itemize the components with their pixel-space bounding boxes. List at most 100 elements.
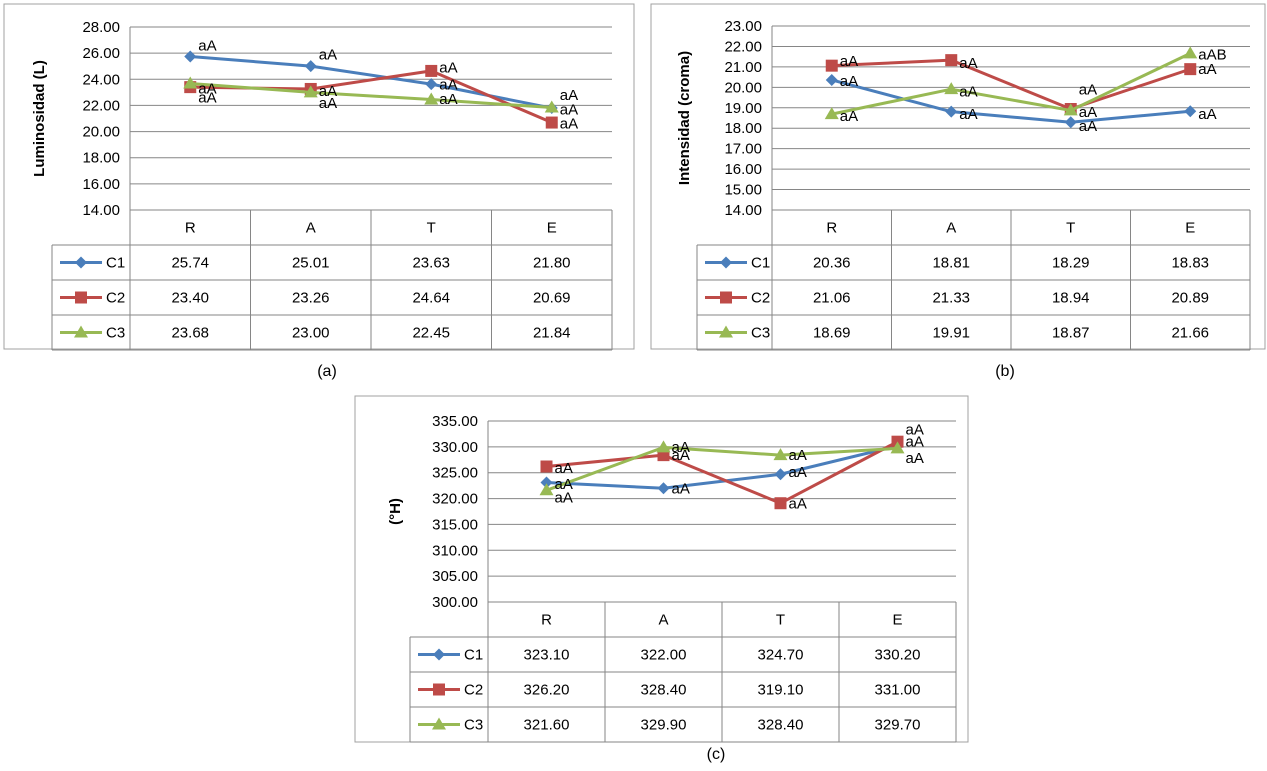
chart-2-table-cell: 323.10: [524, 647, 570, 664]
chart-1-ytick-label: 20.00: [724, 79, 762, 96]
chart-1-table-cell: 18.29: [1052, 255, 1090, 272]
chart-1-annotation: aA: [959, 55, 977, 72]
chart-1-table-cell: 18.94: [1052, 290, 1090, 307]
chart-0-point-C3: [183, 76, 198, 89]
chart-0-ytick-label: 20.00: [82, 124, 120, 141]
chart-0-point-C2: [425, 64, 438, 77]
chart-2-table-cell: 326.20: [524, 682, 570, 699]
chart-0-annotation: aA: [439, 77, 457, 94]
chart-1-point-C1: [1064, 116, 1077, 129]
chart-2-legend-marker-C2: [433, 683, 445, 696]
chart-1-category-label: T: [1066, 220, 1075, 237]
chart-0-ytick-label: 16.00: [82, 176, 120, 193]
chart-1-point-C2: [825, 59, 838, 72]
chart-0-table-cell: 21.80: [533, 255, 571, 272]
chart-0-annotation: aA: [560, 101, 578, 118]
chart-0-ytick-label: 14.00: [82, 202, 120, 219]
chart-1-annotation: aA: [840, 53, 858, 70]
chart-2-ytick-label: 335.00: [432, 413, 478, 430]
chart-2-point-C3: [773, 448, 788, 461]
chart-2-point-C3: [656, 440, 671, 453]
chart-1-table-cell: 18.81: [932, 255, 970, 272]
chart-1-point-C2: [1184, 63, 1197, 76]
chart-0-table-cell: 25.74: [171, 255, 209, 272]
chart-1: 14.00 15.00 16.00 17.00 18.00 19.00 20.00 21.00…: [650, 3, 1266, 351]
chart-0-annotation: aA: [560, 87, 578, 104]
chart-1-table-cell: 21.66: [1171, 325, 1209, 342]
chart-0-ytick-label: 18.00: [82, 150, 120, 167]
chart-2-table-cell: 329.70: [875, 717, 921, 734]
chart-1-point-C3: [944, 82, 959, 95]
chart-2-annotation: aA: [672, 447, 690, 464]
chart-2-point-C3: [539, 483, 554, 496]
chart-1-point-C3: [824, 107, 839, 120]
chart-2-table-cell: 321.60: [524, 717, 570, 734]
chart-1-legend-marker-C3: [719, 325, 733, 338]
chart-1-point-C1: [825, 73, 838, 86]
chart-1-annotation: aA: [1198, 106, 1216, 123]
chart-0-ytick-label: 24.00: [82, 71, 120, 88]
chart-0-ytick-label: 22.00: [82, 97, 120, 114]
chart-2-category-label: T: [776, 612, 785, 629]
chart-0-table-cell: 20.69: [533, 290, 571, 307]
chart-1-annotation: aA: [840, 73, 858, 90]
chart-1-table-cell: 20.36: [813, 255, 851, 272]
chart-0-legend-name-C2: C2: [106, 290, 125, 307]
chart-0-table-cell: 23.68: [171, 325, 209, 342]
chart-0-legend-marker-C2: [75, 291, 87, 304]
chart-0-table-cell: 25.01: [292, 255, 330, 272]
chart-0: 14.00 16.00 18.00 20.00 22.00 24.00 26.00 28.00…: [3, 3, 635, 351]
chart-0-series-line-C3: [190, 81, 552, 110]
chart-2-point-C2: [540, 460, 553, 473]
chart-1-annotation: aA: [1079, 104, 1097, 121]
chart-0-annotation: aA: [439, 91, 457, 108]
chart-0-legend-marker-C3: [74, 325, 88, 338]
chart-2-ytick-label: 315.00: [432, 516, 478, 533]
chart-0-table-cell: 22.45: [412, 325, 450, 342]
chart-0-table-cell: 21.84: [533, 325, 571, 342]
chart-2-point-C3: [890, 441, 905, 454]
chart-2-table-cell: 328.40: [758, 717, 804, 734]
chart-0-annotation: aA: [198, 90, 216, 107]
chart-0-annotation: aA: [319, 95, 337, 112]
chart-1-legend-name-C1: C1: [751, 255, 770, 272]
chart-1-ytick-label: 19.00: [724, 100, 762, 117]
chart-2-ytick-label: 310.00: [432, 542, 478, 559]
chart-1-annotation: aA: [1079, 118, 1097, 135]
chart-1-table-cell: 18.83: [1171, 255, 1209, 272]
chart-2-table-cell: 324.70: [758, 647, 804, 664]
chart-1-annotation: aA: [1198, 61, 1216, 78]
chart-2-ytick-label: 320.00: [432, 491, 478, 508]
chart-0-annotation: aA: [198, 37, 216, 54]
chart-0-point-C1: [184, 50, 197, 63]
chart-1-series-line-C3: [831, 52, 1191, 116]
chart-2-series-line-C2: [546, 440, 899, 505]
chart-2-annotation: aA: [672, 439, 690, 456]
chart-2-point-C1: [657, 482, 670, 495]
chart-1-legend-name-C3: C3: [751, 325, 770, 342]
chart-0-legend-name-C1: C1: [106, 255, 125, 272]
chart-1-legend-name-C2: C2: [751, 290, 770, 307]
chart-1-annotation: aA: [959, 83, 977, 100]
chart-1-ytick-label: 21.00: [724, 59, 762, 76]
chart-0-annotation: aA: [198, 80, 216, 97]
chart-0-frame: [3, 3, 635, 350]
chart-1-point-C1: [945, 105, 958, 118]
chart-1-legend-marker-C2: [720, 291, 732, 304]
chart-1-category-label: E: [1185, 220, 1195, 237]
chart-1-table-cell: 21.06: [813, 290, 851, 307]
chart-2-annotation: aA: [555, 460, 573, 477]
chart-0-table-cell: 23.40: [171, 290, 209, 307]
chart-0-point-C3: [424, 92, 439, 105]
chart-1-table-cell: 18.69: [813, 325, 851, 342]
chart-1-ylabel: Intensidad (croma): [676, 51, 693, 185]
chart-0-category-label: R: [185, 220, 196, 237]
chart-0-point-C1: [425, 78, 438, 91]
chart-2-annotation: aA: [555, 476, 573, 493]
chart-2-table-cell: 331.00: [875, 682, 921, 699]
chart-1-caption: (b): [995, 363, 1015, 380]
chart-2-series-line-C1: [546, 444, 898, 490]
chart-2-table-cell: 328.40: [641, 682, 687, 699]
chart-1-table-cell: 20.89: [1171, 290, 1209, 307]
